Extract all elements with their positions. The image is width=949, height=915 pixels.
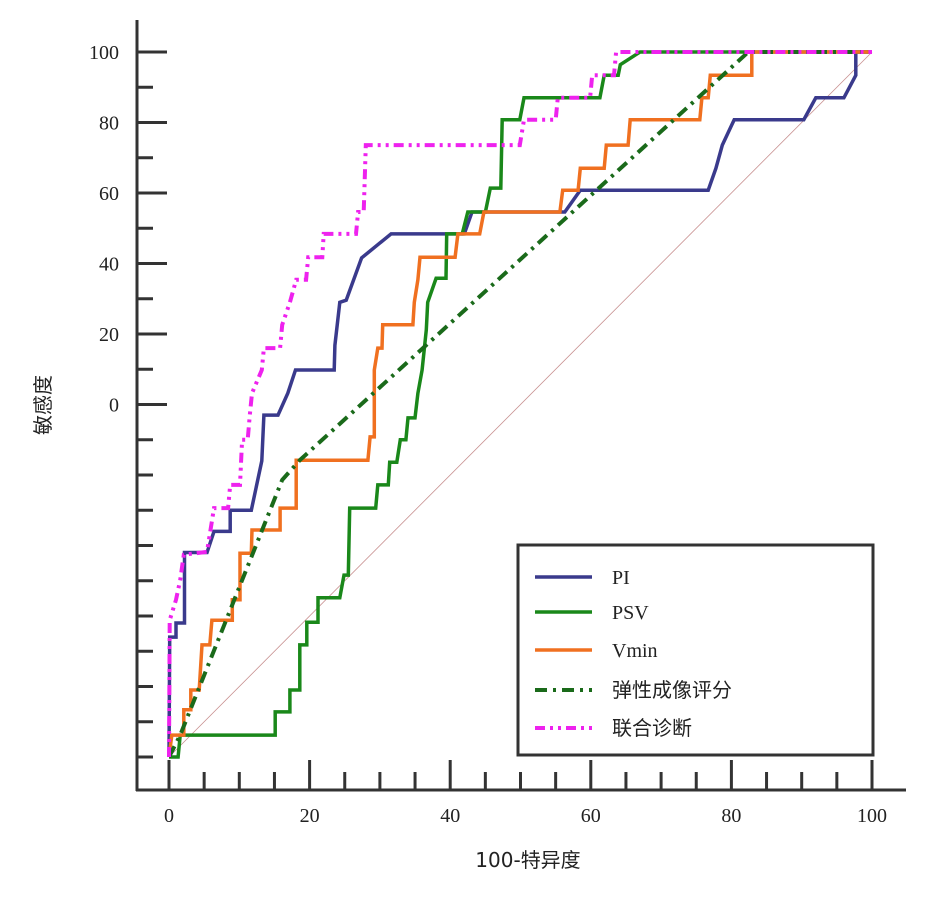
x-tick-label: 0 [164, 805, 174, 827]
series-line-vmin [167, 50, 872, 758]
legend-label-combined-diagnosis: 联合诊断 [612, 717, 692, 740]
x-tick-label: 20 [300, 805, 320, 827]
legend-label-pi: PI [612, 567, 630, 589]
x-tick-label: 100 [857, 805, 887, 827]
legend-label-elastography-score: 弹性成像评分 [612, 679, 732, 702]
x-tick-label: 80 [721, 805, 741, 827]
y-tick-label: 40 [99, 254, 119, 276]
x-axis-title: 100-特异度 [475, 848, 580, 872]
legend-label-psv: PSV [612, 602, 649, 624]
series-line-psv [169, 50, 872, 759]
y-tick-label: 80 [99, 113, 119, 135]
y-tick-label: 20 [99, 324, 119, 346]
y-tick-label: 60 [99, 183, 119, 205]
x-tick-label: 40 [440, 805, 460, 827]
series-line-combined-diagnosis [167, 50, 872, 758]
legend-label-vmin: Vmin [612, 640, 658, 662]
y-tick-label: 0 [109, 395, 119, 417]
reference-diagonal [168, 51, 873, 758]
y-axis-title: 敏感度 [31, 375, 55, 435]
x-tick-label: 60 [581, 805, 601, 827]
y-tick-label: 100 [89, 42, 119, 64]
